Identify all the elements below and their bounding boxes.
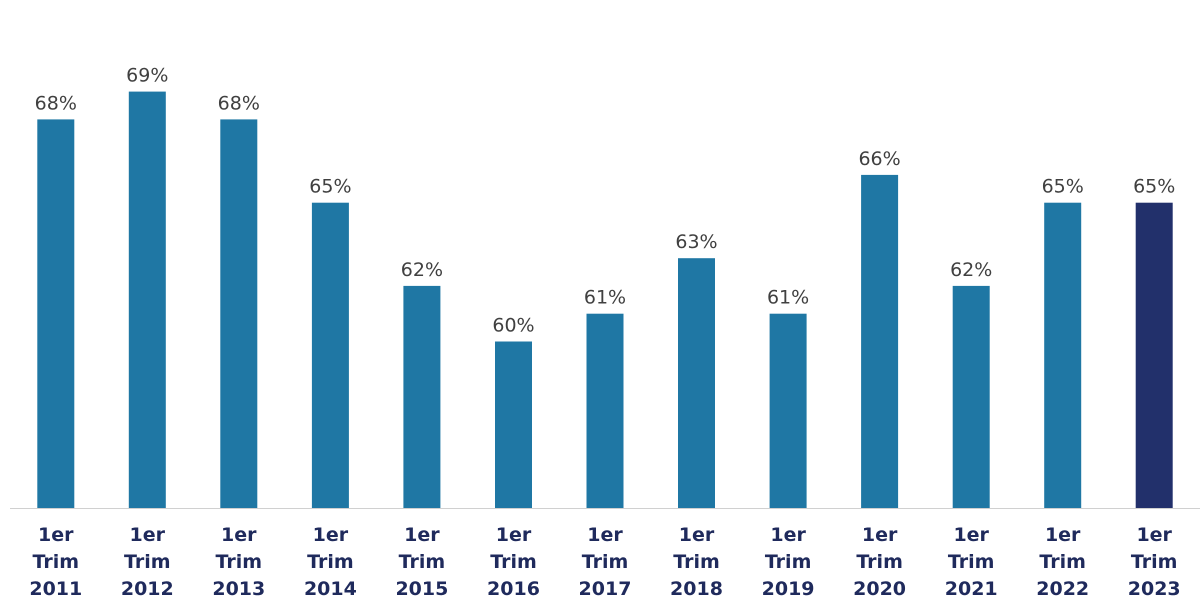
category-label-line: Trim [307, 551, 354, 573]
category-label-9: 1er Trim 2020 [853, 524, 906, 600]
category-label-11: 1er Trim 2022 [1036, 524, 1089, 600]
category-label-line: Trim [399, 551, 446, 573]
category-label-6: 1er Trim 2017 [579, 524, 632, 600]
category-label-line: 2014 [304, 578, 357, 600]
value-label-1: 69% [126, 65, 168, 87]
category-label-line: 2017 [579, 578, 632, 600]
category-label-line: 1er [221, 524, 257, 546]
category-label-line: Trim [765, 551, 812, 573]
category-label-0: 1er Trim 2011 [29, 524, 82, 600]
category-label-line: 2023 [1128, 578, 1181, 600]
category-label-5: 1er Trim 2016 [487, 524, 540, 600]
category-label-line: Trim [582, 551, 629, 573]
value-label-3: 65% [309, 176, 351, 198]
category-label-line: 2013 [212, 578, 265, 600]
category-label-line: 1er [38, 524, 74, 546]
value-label-12: 65% [1133, 176, 1175, 198]
category-label-line: 2018 [670, 578, 723, 600]
bar-9 [861, 174, 899, 508]
category-label-line: 1er [496, 524, 532, 546]
bar-0 [37, 119, 75, 509]
bar-3 [311, 202, 349, 508]
value-label-10: 62% [950, 259, 992, 281]
category-label-line: Trim [33, 551, 80, 573]
value-label-5: 60% [492, 315, 534, 337]
value-label-11: 65% [1042, 176, 1084, 198]
category-label-4: 1er Trim 2015 [395, 524, 448, 600]
category-label-7: 1er Trim 2018 [670, 524, 723, 600]
value-label-8: 61% [767, 287, 809, 309]
value-label-7: 63% [675, 231, 717, 253]
bars-group [37, 91, 1173, 509]
category-label-line: 2019 [762, 578, 815, 600]
category-label-line: 2012 [121, 578, 174, 600]
category-label-line: 2022 [1036, 578, 1089, 600]
category-label-line: 1er [1045, 524, 1081, 546]
category-label-line: 1er [404, 524, 440, 546]
category-label-1: 1er Trim 2012 [121, 524, 174, 600]
category-label-2: 1er Trim 2013 [212, 524, 265, 600]
category-label-line: Trim [948, 551, 995, 573]
category-label-line: 1er [953, 524, 989, 546]
category-label-line: Trim [216, 551, 263, 573]
bar-7 [678, 258, 715, 508]
value-label-6: 61% [584, 287, 626, 309]
category-label-line: 2011 [29, 578, 82, 600]
bar-2 [220, 119, 258, 509]
bar-5 [495, 341, 532, 508]
bar-10 [952, 285, 990, 508]
category-label-line: Trim [1131, 551, 1178, 573]
value-labels-group: 68% 69% 68% 65% 62% 60% 61% 63% 61% 66% 62% 65% 65% [35, 65, 1176, 337]
bar-8 [769, 313, 807, 508]
category-label-line: 1er [313, 524, 349, 546]
category-label-line: 1er [130, 524, 166, 546]
bar-1 [128, 91, 166, 508]
category-label-line: 1er [862, 524, 898, 546]
bar-11 [1044, 202, 1082, 508]
value-label-4: 62% [401, 259, 443, 281]
category-label-line: Trim [124, 551, 171, 573]
value-label-2: 68% [218, 92, 260, 114]
category-label-line: Trim [856, 551, 903, 573]
category-label-line: 1er [770, 524, 806, 546]
category-label-line: Trim [1039, 551, 1086, 573]
category-label-line: 1er [587, 524, 623, 546]
category-label-line: 2015 [395, 578, 448, 600]
category-label-12: 1er Trim 2023 [1128, 524, 1181, 600]
value-label-9: 66% [858, 148, 900, 170]
category-label-line: 2021 [945, 578, 998, 600]
category-label-line: 2016 [487, 578, 540, 600]
category-label-line: Trim [490, 551, 537, 573]
category-label-line: 1er [1136, 524, 1172, 546]
category-label-line: Trim [673, 551, 720, 573]
bar-12 [1135, 202, 1173, 508]
bar-6 [586, 313, 624, 508]
category-label-line: 1er [679, 524, 715, 546]
category-label-3: 1er Trim 2014 [304, 524, 357, 600]
category-label-8: 1er Trim 2019 [762, 524, 815, 600]
category-label-line: 2020 [853, 578, 906, 600]
category-label-10: 1er Trim 2021 [945, 524, 998, 600]
category-labels-group: 1er Trim 2011 1er Trim 2012 1er Trim 2013 1er Trim… [29, 524, 1180, 600]
bar-4 [403, 285, 441, 508]
value-label-0: 68% [35, 92, 77, 114]
